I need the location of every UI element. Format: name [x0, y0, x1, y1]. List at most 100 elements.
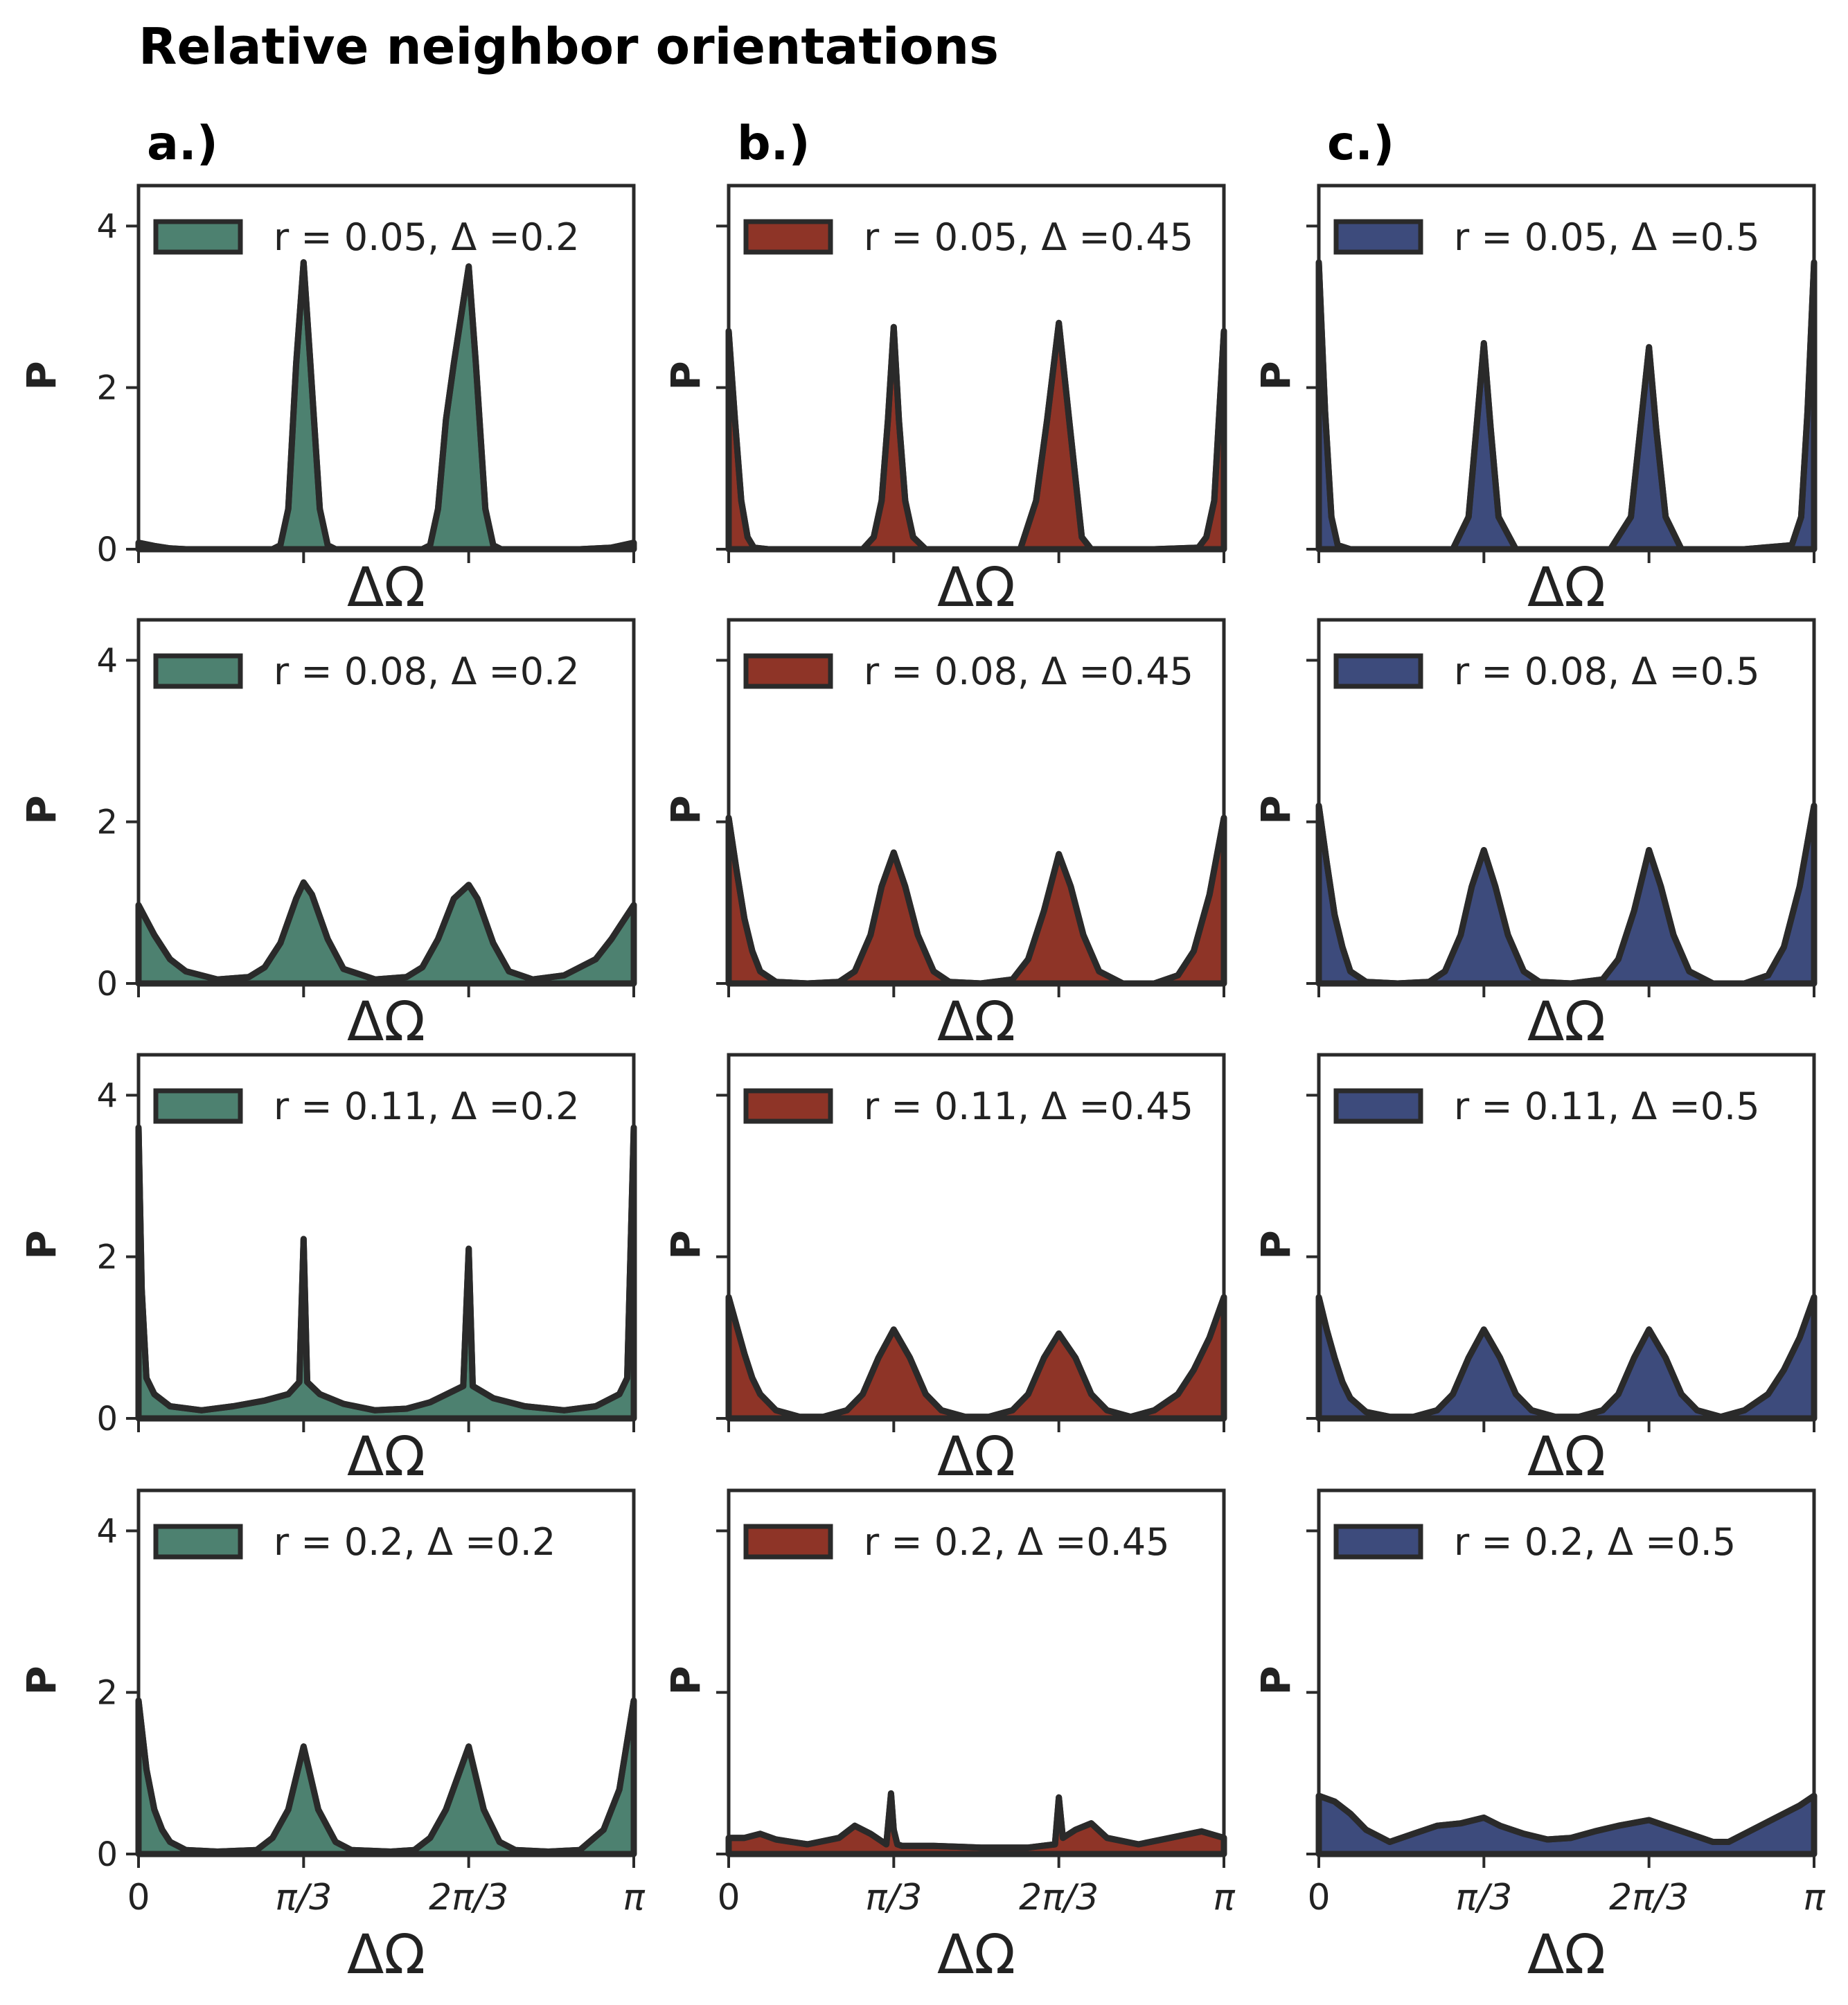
panel-a-r2-ylabel: P: [18, 1230, 65, 1260]
panel-a-r0-ytick-label: 4: [96, 207, 118, 246]
panel-a-r3-xtick-label: 0: [127, 1877, 150, 1918]
panel-b-r3-xlabel: ΔΩ: [937, 1924, 1015, 1986]
panel-b-r3-legend-label: r = 0.2, Δ =0.45: [864, 1520, 1170, 1564]
panel-c-r0-xlabel: ΔΩ: [1527, 557, 1606, 619]
panel-b-r2-xlabel: ΔΩ: [937, 1426, 1015, 1488]
panel-b-r1-legend-label: r = 0.08, Δ =0.45: [864, 650, 1193, 693]
panel-c-r3-outline-line: [1317, 1792, 1816, 1845]
panel-b-r2-legend-label: r = 0.11, Δ =0.45: [864, 1085, 1193, 1128]
panel-c-r3-xtick-label: π/3: [1455, 1877, 1512, 1918]
panel-c-r0-legend-label: r = 0.05, Δ =0.5: [1454, 215, 1760, 259]
panel-b-r2-legend-swatch: [743, 1088, 833, 1124]
panel-a-r2-outline-line: [135, 1127, 637, 1414]
panel-c-r3-xtick-label: π: [1803, 1877, 1825, 1918]
panel-a-r3: 0 2 4 0 π/3 2π/3 π ΔΩ Pr = 0.2, Δ =0.2: [18, 1488, 645, 1986]
panel-a-r1-frame: [136, 618, 636, 986]
panel-c-r1-legend-label: r = 0.08, Δ =0.5: [1454, 650, 1760, 693]
panel-c-r2-legend-swatch: [1333, 1088, 1423, 1124]
panel-c-r3-xtick-label: 2π/3: [1609, 1877, 1689, 1918]
panel-a-r3-ylabel: P: [18, 1666, 65, 1695]
panel-a-r3-ytick-label: 0: [96, 1835, 118, 1874]
panel-b-r0-legend-swatch: [743, 219, 833, 255]
panel-a-r1-legend-swatch: [153, 653, 243, 689]
panel-a-r3-xlabel: ΔΩ: [347, 1924, 425, 1986]
panel-b-r2-ylabel: P: [662, 1230, 709, 1260]
panel-b-r0-xlabel: ΔΩ: [937, 557, 1015, 619]
panel-a-r3-legend-label: r = 0.2, Δ =0.2: [274, 1520, 556, 1564]
panel-a-r0-legend-swatch: [153, 219, 243, 255]
panel-b-r2-frame: [727, 1053, 1226, 1420]
panel-a-r0-xlabel: ΔΩ: [347, 557, 425, 619]
panel-a-r1-legend-label: r = 0.08, Δ =0.2: [274, 650, 580, 693]
panel-a-r3-ytick-label: 2: [96, 1674, 118, 1713]
panel-b-r0: b.) ΔΩ Pr = 0.05, Δ =0.45: [662, 116, 1227, 619]
panel-a-r1: 0 2 4 ΔΩ Pr = 0.08, Δ =0.2: [18, 618, 637, 1053]
panel-b-r3-xtick-label: 0: [717, 1877, 740, 1918]
panel-b-r2: ΔΩ Pr = 0.11, Δ =0.45: [662, 1053, 1227, 1488]
panel-c-r0-legend-swatch: [1333, 219, 1423, 255]
panel-a-r1-outline-line: [136, 879, 637, 983]
panel-b-r3-outline-line: [729, 1790, 1225, 1851]
panel-b-r0-frame: [727, 184, 1226, 551]
panel-a-r3-xtick-label: π: [623, 1877, 645, 1918]
panel-a-r3-xtick-label: π/3: [275, 1877, 332, 1918]
panel-a-r1-ytick-label: 4: [96, 641, 118, 680]
panel-a-r0-legend-label: r = 0.05, Δ =0.2: [274, 215, 580, 259]
panel-b-r2-outline-line: [725, 1296, 1227, 1420]
panel-c-r2-outline-line: [1315, 1296, 1818, 1420]
panel-a-r0-ytick-label: 2: [96, 369, 118, 408]
panel-a-r3-outline-line: [135, 1700, 637, 1855]
panel-c-r0-ylabel: P: [1252, 361, 1299, 391]
panel-a-r0-ytick-label: 0: [96, 531, 118, 569]
panel-a-r2-ytick-label: 2: [96, 1238, 118, 1277]
panel-a-r0-ylabel: P: [18, 361, 65, 391]
panel-c-r2-legend-label: r = 0.11, Δ =0.5: [1454, 1085, 1760, 1128]
panel-a-r1-ylabel: P: [18, 795, 65, 825]
panel-c-r3-xtick-label: 0: [1307, 1877, 1330, 1918]
panel-b-r1: ΔΩ Pr = 0.08, Δ =0.45: [662, 618, 1227, 1053]
panel-c-r2: ΔΩ Pr = 0.11, Δ =0.5: [1252, 1053, 1818, 1488]
panel-b-r3-ylabel: P: [662, 1666, 709, 1695]
panel-c-r3-legend-label: r = 0.2, Δ =0.5: [1454, 1520, 1736, 1564]
panel-a-r2-ytick-label: 4: [96, 1076, 118, 1115]
panel-a-r2-legend-label: r = 0.11, Δ =0.2: [274, 1085, 580, 1128]
panel-a-r2-legend-swatch: [153, 1088, 243, 1124]
panel-a-r1-ytick-label: 2: [96, 803, 118, 842]
panel-c-r0: c.) ΔΩ Pr = 0.05, Δ =0.5: [1252, 116, 1818, 619]
panel-a-r1-xlabel: ΔΩ: [347, 991, 425, 1053]
panel-a-r3-ytick-label: 4: [96, 1512, 118, 1551]
panel-label-a: a.): [147, 116, 218, 171]
panel-c-r1-legend-swatch: [1333, 653, 1423, 689]
panel-c-r3-frame: [1317, 1488, 1816, 1856]
panel-b-r3-xtick-label: π: [1213, 1877, 1235, 1918]
panel-b-r0-ylabel: P: [662, 361, 709, 391]
panel-c-r1-ylabel: P: [1252, 795, 1299, 825]
panel-label-b: b.): [737, 116, 810, 171]
panel-c-r1-xlabel: ΔΩ: [1527, 991, 1606, 1053]
panel-a-r0: a.) 0 2 4 ΔΩ Pr = 0.05, Δ =0.2: [18, 116, 637, 619]
panel-b-r3-xtick-label: π/3: [865, 1877, 922, 1918]
panel-b-r3-legend-swatch: [743, 1524, 833, 1560]
panel-a-r2-ytick-label: 0: [96, 1400, 118, 1438]
panel-b-r3-xtick-label: 2π/3: [1019, 1877, 1099, 1918]
panel-c-r3-xlabel: ΔΩ: [1527, 1924, 1606, 1986]
panel-b-r1-xlabel: ΔΩ: [937, 991, 1015, 1053]
panel-a-r2-frame: [136, 1053, 636, 1420]
panel-c-r3-legend-swatch: [1333, 1524, 1423, 1560]
panel-c-r1: ΔΩ Pr = 0.08, Δ =0.5: [1252, 618, 1818, 1053]
panel-c-r3-ylabel: P: [1252, 1666, 1299, 1695]
panel-c-r3: 0 π/3 2π/3 π ΔΩ Pr = 0.2, Δ =0.5: [1252, 1488, 1825, 1986]
panel-b-r3-frame: [727, 1488, 1226, 1856]
panel-a-r3-legend-swatch: [153, 1524, 243, 1560]
panel-a-r3-frame: [136, 1488, 636, 1856]
panel-c-r2-frame: [1317, 1053, 1816, 1420]
panel-b-r1-legend-swatch: [743, 653, 833, 689]
panel-a-r0-frame: [136, 184, 636, 551]
panel-c-r2-ylabel: P: [1252, 1230, 1299, 1260]
figure-title: Relative neighbor orientations: [139, 17, 999, 75]
panel-a-r2-xlabel: ΔΩ: [347, 1426, 425, 1488]
panel-b-r1-ylabel: P: [662, 795, 709, 825]
panel-c-r1-frame: [1317, 618, 1816, 986]
panel-b-r3: 0 π/3 2π/3 π ΔΩ Pr = 0.2, Δ =0.45: [662, 1488, 1235, 1986]
